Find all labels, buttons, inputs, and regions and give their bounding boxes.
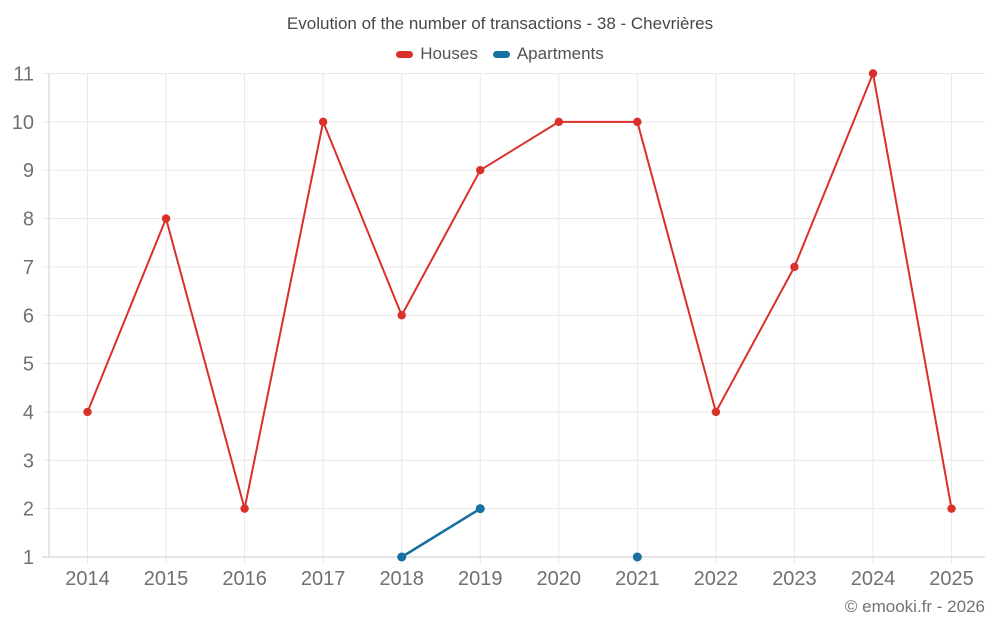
x-tick-label: 2015 <box>144 568 189 590</box>
houses-point <box>633 117 642 127</box>
y-tick-label: 11 <box>13 64 34 86</box>
y-tick-label: 6 <box>23 305 34 327</box>
copyright-text: © emooki.fr - 2026 <box>844 597 985 616</box>
chart-title: Evolution of the number of transactions … <box>286 14 714 33</box>
apartments-point <box>632 552 642 562</box>
x-tick-label: 2025 <box>929 568 974 590</box>
apartments-point <box>397 552 407 562</box>
x-tick-label: 2014 <box>65 568 110 590</box>
houses-point <box>397 311 406 320</box>
legend-label-apartments: Apartments <box>516 44 604 63</box>
houses-point <box>554 117 563 127</box>
houses-point <box>711 407 721 417</box>
apartments-line <box>400 507 482 559</box>
y-tick-label: 3 <box>23 450 34 472</box>
chart-legend: Houses Apartments <box>0 44 1000 64</box>
houses-point <box>318 117 328 127</box>
houses-point <box>868 69 878 78</box>
y-tick-label: 1 <box>23 547 34 569</box>
houses-point <box>947 504 956 513</box>
y-tick-label: 7 <box>23 257 34 279</box>
legend-item-houses[interactable]: Houses <box>396 44 478 64</box>
x-tick-label: 2019 <box>458 568 503 590</box>
x-tick-label: 2024 <box>851 568 896 590</box>
houses-point <box>240 504 249 513</box>
legend-label-houses: Houses <box>420 44 478 63</box>
x-tick-label: 2022 <box>694 568 739 590</box>
houses-point <box>790 262 799 272</box>
x-tick-label: 2020 <box>537 568 582 590</box>
y-tick-label: 2 <box>23 499 34 521</box>
houses-line <box>86 72 953 510</box>
x-tick-label: 2021 <box>615 568 660 590</box>
x-tick-label: 2017 <box>301 568 346 590</box>
legend-swatch-apartments <box>492 50 510 58</box>
houses-point <box>83 407 92 417</box>
legend-item-apartments[interactable]: Apartments <box>492 44 604 64</box>
y-tick-label: 8 <box>23 209 34 231</box>
y-tick-label: 9 <box>23 160 34 182</box>
houses-point <box>161 214 171 223</box>
legend-swatch-houses <box>396 50 414 58</box>
y-tick-label: 10 <box>12 112 34 134</box>
x-tick-label: 2016 <box>222 568 267 590</box>
y-tick-label: 5 <box>23 354 34 376</box>
houses-point <box>476 166 485 175</box>
x-tick-label: 2018 <box>379 568 424 590</box>
apartments-point <box>475 504 485 514</box>
x-tick-label: 2023 <box>772 568 817 590</box>
y-tick-label: 4 <box>23 402 34 424</box>
